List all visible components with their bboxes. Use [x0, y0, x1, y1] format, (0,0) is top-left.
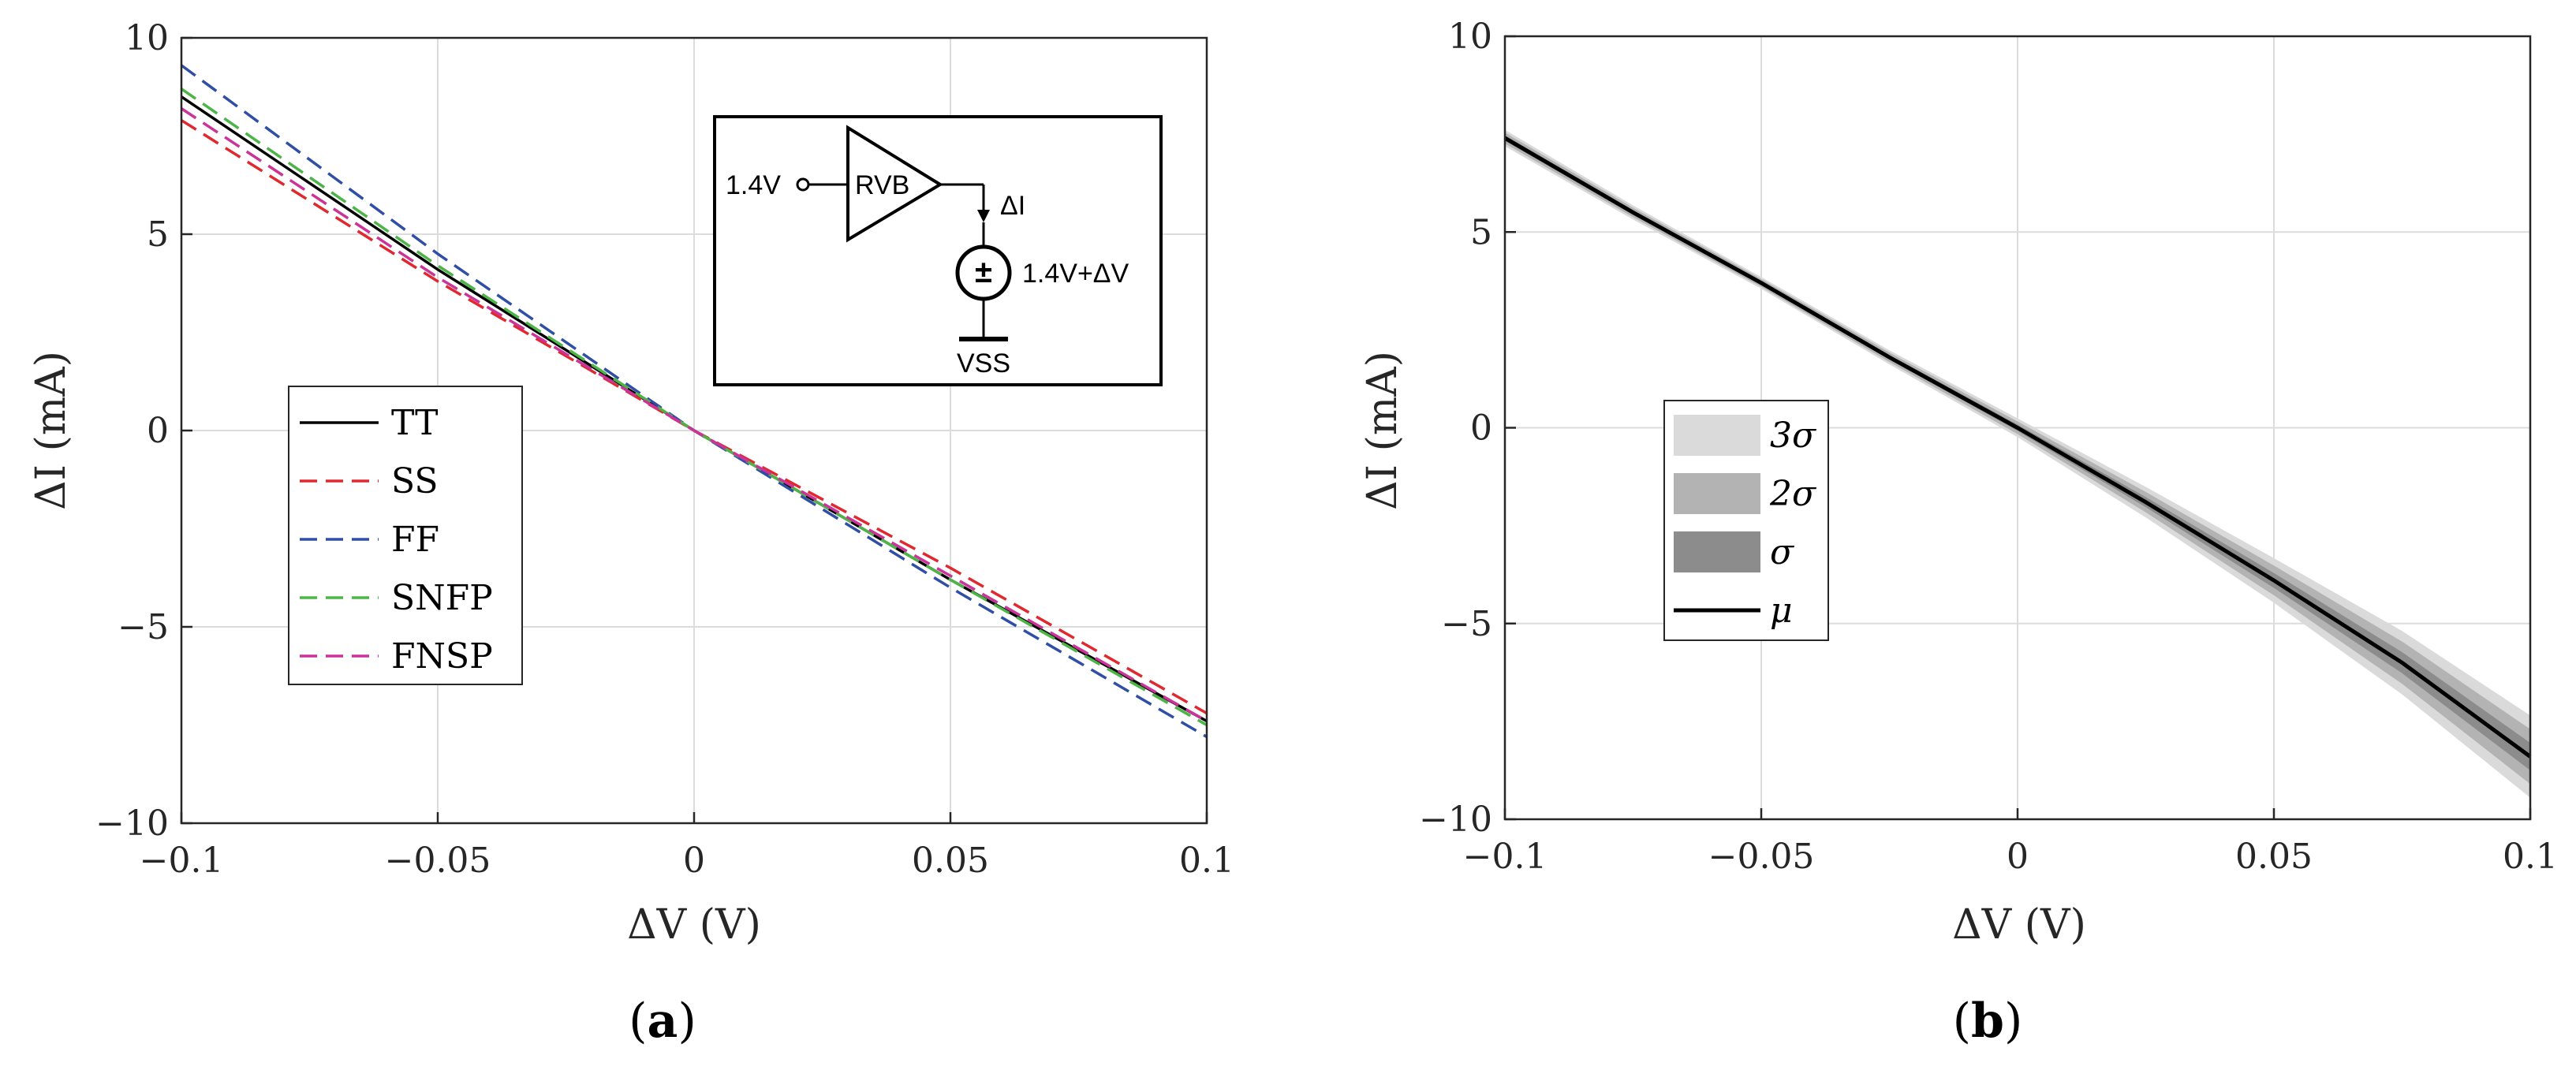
- rvb-block: [846, 125, 943, 243]
- ground-label: VSS: [957, 349, 1010, 378]
- legend-label: μ: [1770, 591, 1793, 631]
- y-tick-label: 0: [147, 411, 169, 451]
- y-tick-label: −10: [1419, 800, 1492, 840]
- x-tick-label: 0.1: [2503, 837, 2558, 877]
- axes-frame-b: [1503, 35, 2532, 821]
- inset-frame: [713, 115, 1163, 386]
- x-tick-label: −0.05: [1708, 837, 1815, 877]
- axes-frame-a: [180, 36, 1208, 825]
- y-tick-label: −5: [118, 607, 169, 647]
- y-tick-labels-b: −10 −5 0 5 10: [1419, 17, 1492, 840]
- y-tick-labels-a: −10 −5 0 5 10: [95, 18, 169, 844]
- series-group-a: [180, 64, 1208, 738]
- input-terminal: [796, 177, 810, 192]
- y-tick-label: 5: [1470, 212, 1492, 252]
- rvb-label: RVB: [855, 170, 909, 200]
- series-line-fnsp: [181, 107, 1208, 723]
- x-axis-label-b: ΔV (V): [1952, 901, 2086, 949]
- y-tick-label: 10: [1448, 17, 1492, 57]
- source-symbol: ±: [975, 255, 992, 289]
- legend-swatch-band: [1674, 415, 1760, 456]
- legend-label-ss: SS: [391, 461, 439, 501]
- y-tick-label: −10: [95, 803, 169, 844]
- panel-label-b: (b): [1953, 994, 2023, 1049]
- x-tick-labels-a: −0.1 −0.05 0 0.05 0.1: [140, 841, 1234, 881]
- legend-swatch-band: [1674, 531, 1760, 572]
- panel-b: −0.1 −0.05 0 0.05 0.1 −10 −5 0 5 10 ΔV (V) ΔI (m…: [1359, 17, 2558, 1049]
- mean-line: [1503, 136, 2532, 759]
- x-tick-label: −0.05: [385, 841, 491, 881]
- legend-a: TT SS FF SNFP FNSP: [288, 386, 523, 685]
- y-tick-label: −5: [1441, 604, 1492, 644]
- y-axis-label-a: ΔI (mA): [28, 351, 75, 510]
- legend-label-ff: FF: [391, 520, 439, 560]
- panel-a: −0.1 −0.05 0 0.05 0.1 −10 −5 0 5 10 ΔV (V) ΔI (m…: [28, 18, 1234, 1049]
- legend-label-fnsp: FNSP: [391, 636, 493, 677]
- y-axis-label-b: ΔI (mA): [1359, 351, 1406, 510]
- x-tick-label: −0.1: [140, 841, 224, 881]
- legend-label: 2σ: [1769, 474, 1817, 514]
- legend-label-snfp: SNFP: [391, 578, 493, 618]
- legend-label: 3σ: [1770, 416, 1817, 456]
- y-tick-label: 10: [125, 18, 169, 58]
- legend-box-a: [288, 386, 523, 685]
- bands-group-b: [1503, 129, 2532, 798]
- legend-b: 3σ 2σ σμ: [1663, 400, 1829, 641]
- x-tick-label: −0.1: [1463, 837, 1547, 877]
- inset-input-label: 1.4V: [726, 170, 781, 200]
- current-label: ΔI: [1000, 191, 1025, 221]
- x-tick-label: 0: [683, 841, 705, 881]
- x-tick-label: 0.05: [2235, 837, 2313, 877]
- legend-swatch-band: [1674, 473, 1760, 514]
- x-tick-labels-b: −0.1 −0.05 0 0.05 0.1: [1463, 837, 2558, 877]
- y-tick-label: 5: [147, 214, 169, 255]
- legend-label-tt: TT: [391, 403, 439, 443]
- x-tick-label: 0.1: [1179, 841, 1234, 881]
- legend-label: σ: [1770, 532, 1795, 572]
- x-tick-label: 0: [2007, 837, 2029, 877]
- x-tick-label: 0.05: [912, 841, 989, 881]
- panel-label-a: (a): [629, 994, 696, 1049]
- current-arrow-icon: [977, 210, 990, 222]
- y-tick-label: 0: [1470, 408, 1492, 449]
- source-label: 1.4V+ΔV: [1022, 259, 1129, 289]
- x-axis-label-a: ΔV (V): [627, 901, 761, 949]
- circuit-inset: 1.4V RVB ΔI ± 1.4V+ΔV VSS: [713, 115, 1163, 386]
